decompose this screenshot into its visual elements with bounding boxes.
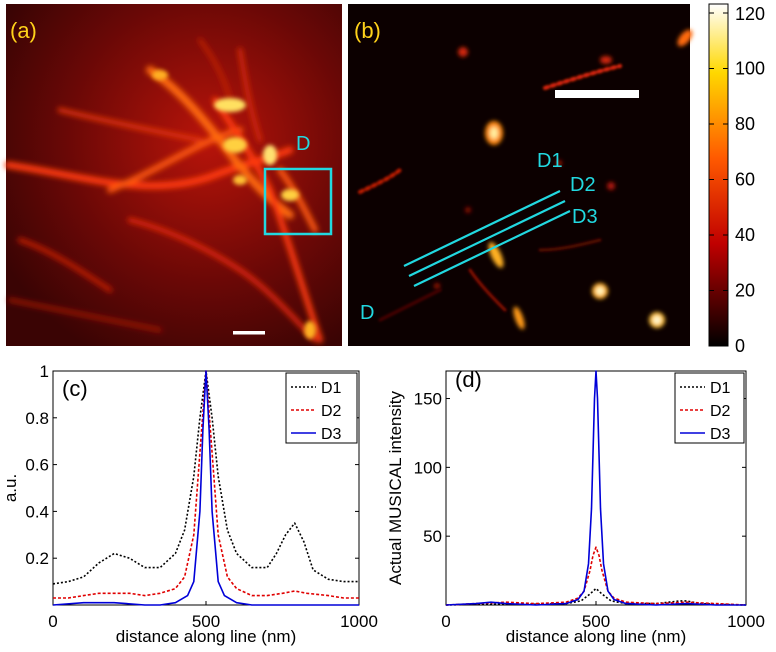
panel-b-label: (b) xyxy=(354,18,381,43)
chart-d-panel-label: (d) xyxy=(455,367,482,392)
chart-d-legend-box xyxy=(674,372,745,444)
panel-a-scale-bar xyxy=(233,331,265,335)
chart-d-series xyxy=(445,370,747,606)
x-tick-label: 0 xyxy=(441,612,450,631)
y-tick-label: 150 xyxy=(414,390,442,409)
profile-line-d3 xyxy=(413,210,571,287)
chart-c-legend-d2: D2 xyxy=(321,403,342,420)
chart-d-legend: D1 D2 D3 xyxy=(674,372,745,444)
chart-d-ylabel: Actual MUSICAL intensity xyxy=(386,391,405,585)
colorbar-tick-label: 100 xyxy=(735,59,765,79)
panel-b-corner-label: D xyxy=(360,302,374,324)
panel-b-blobs xyxy=(434,29,693,330)
y-tick-label: 0.6 xyxy=(25,456,49,475)
colorbar-tick-label: 120 xyxy=(735,4,765,24)
panel-b-line-label-d2: D2 xyxy=(570,174,596,196)
chart-c-ticks: 0 500 1000 0.2 0.4 0.6 0.8 1 xyxy=(25,362,378,631)
panel-a-label: (a) xyxy=(10,18,37,43)
colorbar-tick-label: 20 xyxy=(735,281,755,301)
chart-c-legend-box xyxy=(285,372,358,444)
x-tick-label: 500 xyxy=(192,612,220,631)
profile-line-d2 xyxy=(408,200,566,277)
chart-c-xlabel: distance along line (nm) xyxy=(116,627,296,646)
panel-b-scale-bar xyxy=(555,90,639,98)
chart-c-legend: D1 D2 D3 xyxy=(285,372,358,444)
colorbar-tick-label: 80 xyxy=(735,114,755,134)
chart-d: 0 500 1000 50 100 150 distance along line (nm… xyxy=(386,367,765,646)
y-tick-label: 0.8 xyxy=(25,409,49,428)
chart-c-series xyxy=(52,370,359,606)
chart-c-legend-d3: D3 xyxy=(321,426,342,443)
panel-b-line-label-d3: D3 xyxy=(572,206,598,228)
series-line-d3 xyxy=(52,370,359,606)
colorbar-ticks: 0 20 40 60 80 100 120 xyxy=(709,4,765,356)
chart-d-ticks: 0 500 1000 50 100 150 xyxy=(414,371,765,631)
y-tick-label: 0.4 xyxy=(25,502,49,521)
chart-d-legend-d3: D3 xyxy=(710,426,731,443)
chart-d-xlabel: distance along line (nm) xyxy=(506,627,686,646)
chart-d-legend-d2: D2 xyxy=(710,403,731,420)
x-tick-label: 500 xyxy=(582,612,610,631)
series-line-d2 xyxy=(445,546,747,606)
series-line-d3 xyxy=(445,370,746,606)
colorbar-tick-label: 0 xyxy=(735,336,745,356)
chart-d-legend-d1: D1 xyxy=(710,380,731,397)
panel-b: D1 D2 D3 D (b) xyxy=(348,4,693,346)
colorbar-gradient xyxy=(708,3,729,347)
panel-a-roi-label: D xyxy=(296,133,310,155)
chart-c-ylabel: a.u. xyxy=(1,474,20,502)
panel-b-filaments xyxy=(358,64,622,322)
colorbar-tick-label: 40 xyxy=(735,225,755,245)
y-tick-label: 1 xyxy=(40,362,49,381)
panel-a-roi-box xyxy=(263,167,333,236)
panel-b-image xyxy=(348,4,690,346)
y-tick-label: 100 xyxy=(414,458,442,477)
panel-b-profile-lines xyxy=(403,190,571,287)
panel-b-line-label-d1: D1 xyxy=(537,150,563,172)
panel-a-bright-spots xyxy=(152,70,316,339)
colorbar: 0 20 40 60 80 100 120 xyxy=(708,3,765,356)
panel-a: D (a) xyxy=(4,4,342,346)
y-tick-label: 50 xyxy=(423,527,442,546)
panel-a-filaments xyxy=(4,38,323,343)
x-tick-label: 1000 xyxy=(340,612,378,631)
profile-line-d1 xyxy=(403,190,561,267)
chart-c-panel-label: (c) xyxy=(62,376,88,401)
x-tick-label: 1000 xyxy=(727,612,765,631)
chart-c-legend-d1: D1 xyxy=(321,380,342,397)
series-line-d1 xyxy=(52,370,359,585)
y-tick-label: 0.2 xyxy=(25,549,49,568)
colorbar-tick-label: 60 xyxy=(735,170,755,190)
x-tick-label: 0 xyxy=(48,612,57,631)
chart-c: 0 500 1000 0.2 0.4 0.6 0.8 1 distance along lin… xyxy=(1,362,378,646)
